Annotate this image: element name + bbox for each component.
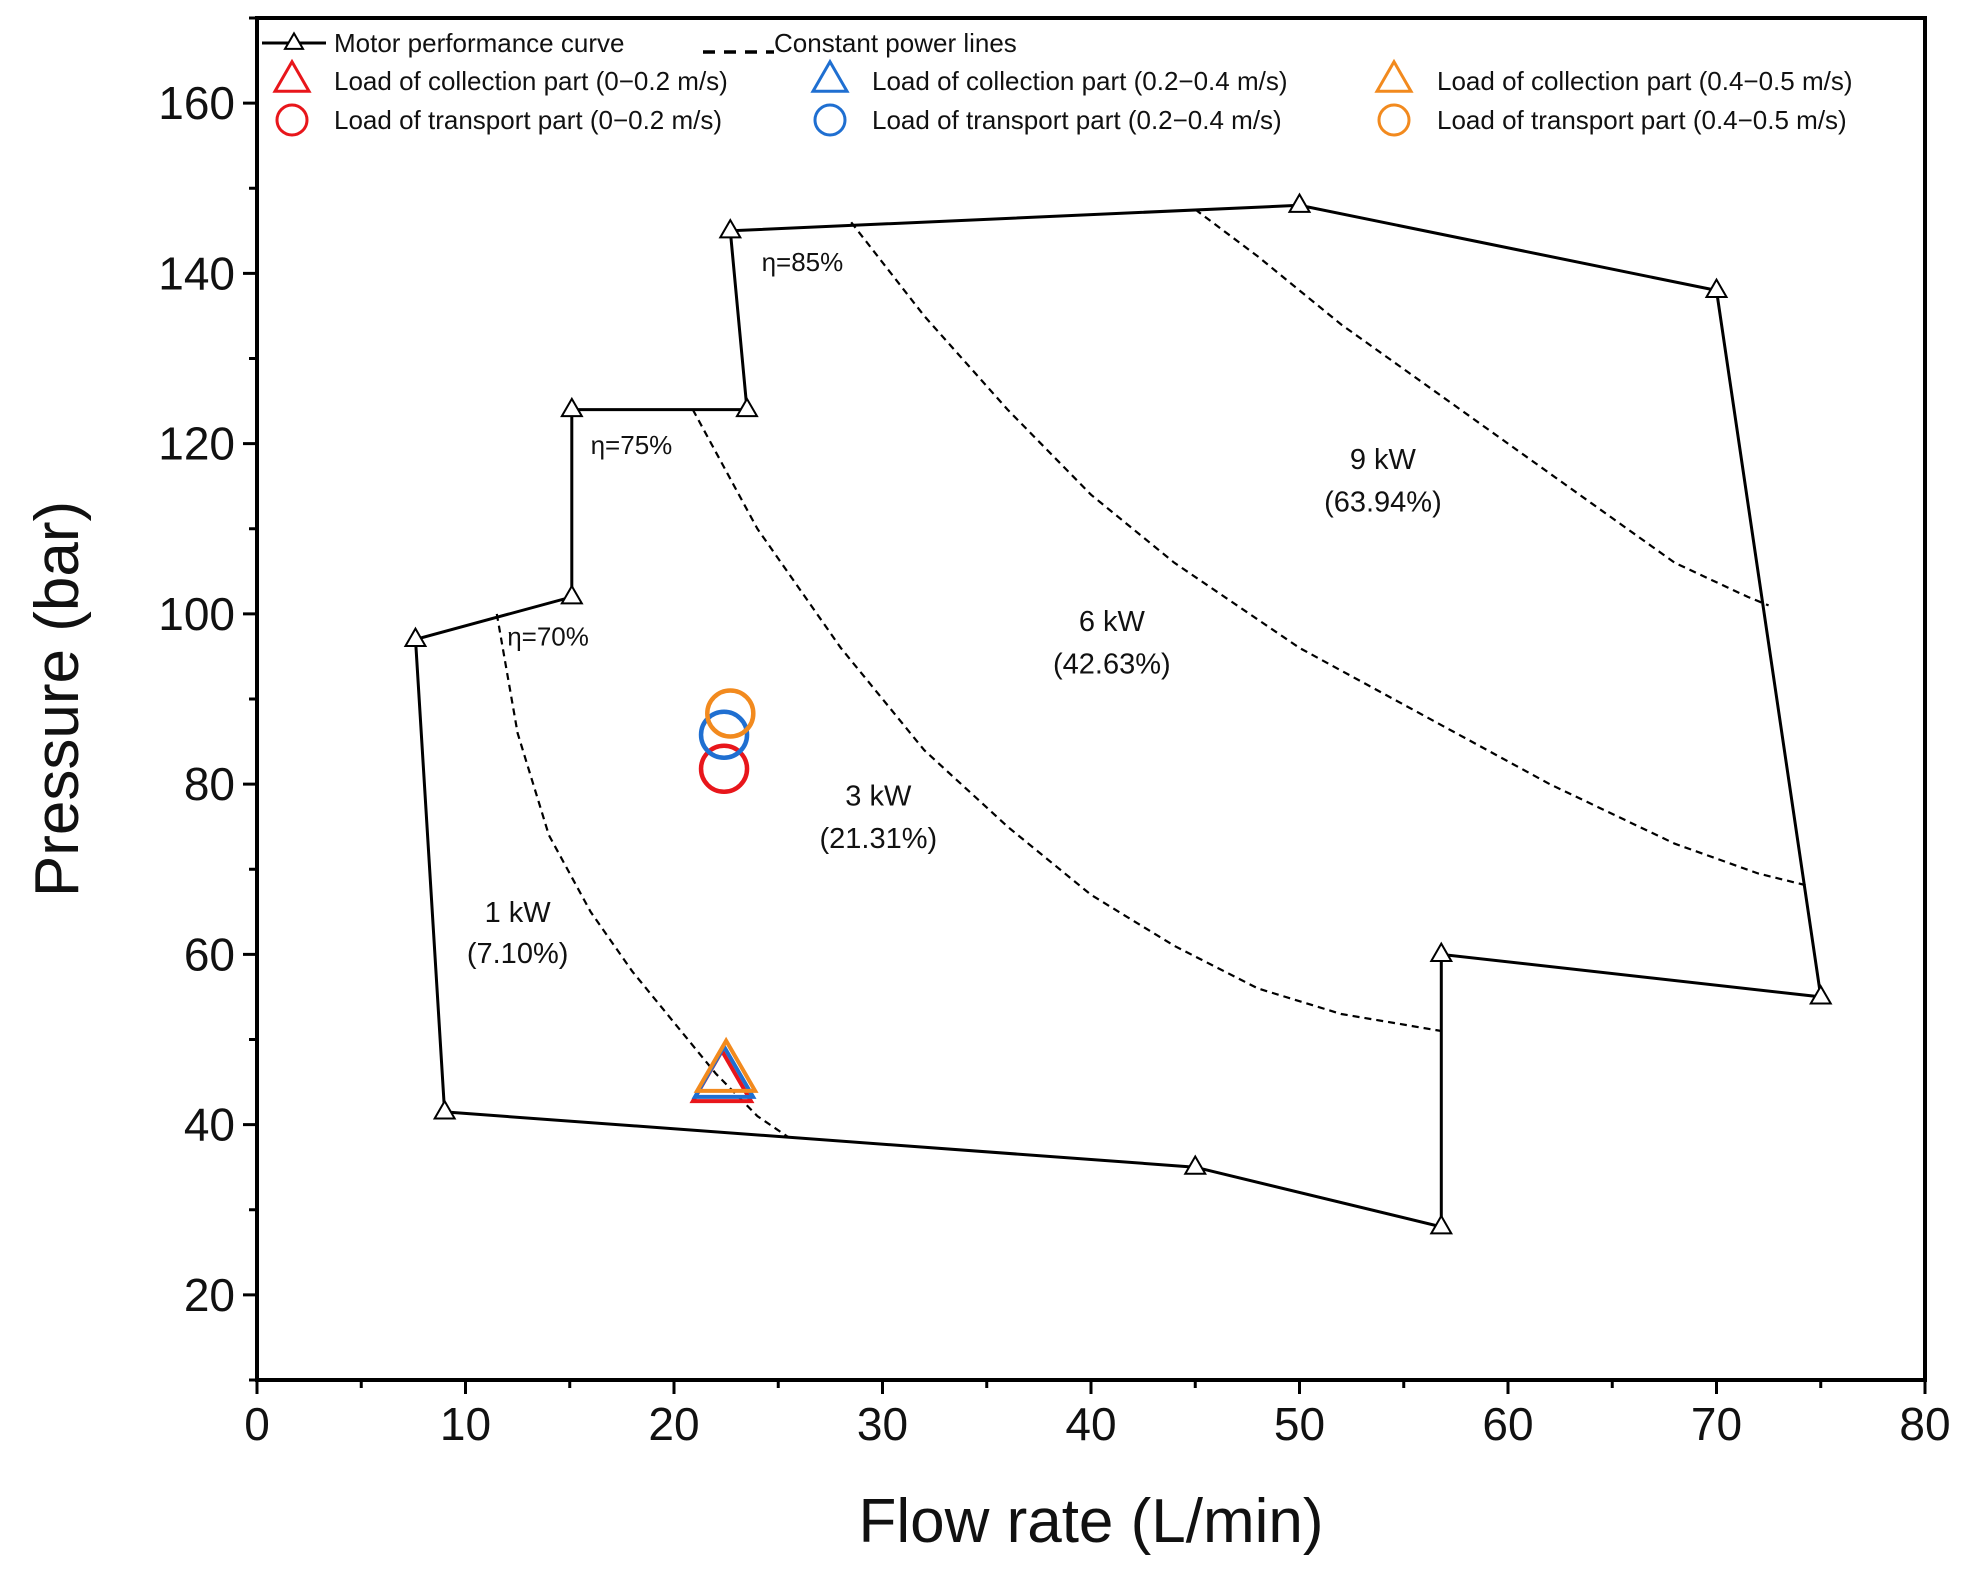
legend-motor-marker <box>283 31 305 50</box>
legend-motor-label: Motor performance curve <box>334 28 624 58</box>
legend-transport-marker-3 <box>1377 103 1411 137</box>
motor-curve-marker <box>1183 1154 1207 1175</box>
x-tick-label: 10 <box>440 1398 491 1450</box>
constant-power-line-2 <box>691 409 1442 1033</box>
legend-transport-label-1: Load of transport part (0−0.2 m/s) <box>334 105 722 135</box>
motor-curve-marker <box>1287 192 1312 213</box>
motor-curve-marker <box>403 626 428 647</box>
motor-curve-marker <box>560 396 584 418</box>
motor-curve-marker <box>1429 941 1454 962</box>
power-percent-label: (42.63%) <box>1053 648 1171 680</box>
motor-curve-marker <box>718 218 743 239</box>
axis-ticks <box>243 16 1927 1394</box>
legend-transport-marker-2 <box>813 103 847 137</box>
legend-collection-label-3: Load of collection part (0.4−0.5 m/s) <box>1437 66 1853 96</box>
motor-performance-curve <box>403 192 1833 1235</box>
x-tick-label: 40 <box>1065 1398 1116 1450</box>
load-point-circle-6 <box>705 688 756 739</box>
power-label: 1 kW <box>485 897 552 929</box>
x-axis-title: Flow rate (L/min) <box>858 1487 1323 1556</box>
x-tick-label: 20 <box>648 1398 699 1450</box>
x-tick-label: 50 <box>1274 1398 1325 1450</box>
power-label: 9 kW <box>1350 444 1417 476</box>
load-point-circle-5 <box>698 709 750 761</box>
x-tick-label: 70 <box>1691 1398 1742 1450</box>
tick-labels: 0 10 20 30 40 50 60 70 80 20 40 60 80 100 120 140 160 <box>158 77 1950 1450</box>
y-tick-label: 120 <box>158 418 235 470</box>
y-tick-label: 140 <box>158 247 235 299</box>
plot-frame <box>255 16 1927 1382</box>
efficiency-label: η=70% <box>507 621 589 651</box>
power-label: 6 kW <box>1079 606 1146 638</box>
x-tick-label: 30 <box>857 1398 908 1450</box>
y-tick-label: 100 <box>158 588 235 640</box>
efficiency-label: η=85% <box>762 247 844 277</box>
constant-power-lines <box>495 208 1811 1139</box>
load-points <box>689 688 759 1104</box>
constant-power-line-4 <box>1194 208 1770 607</box>
legend-transport-label-2: Load of transport part (0.2−0.4 m/s) <box>872 105 1282 135</box>
y-tick-label: 20 <box>184 1269 235 1321</box>
motor-curve-marker <box>735 396 759 418</box>
x-tick-label: 0 <box>244 1398 270 1450</box>
motor-curve-marker <box>1704 277 1729 298</box>
power-percent-label: (7.10%) <box>467 938 569 970</box>
y-axis-title: Pressure (bar) <box>23 501 92 897</box>
power-label: 3 kW <box>845 780 912 812</box>
legend-collection-label-1: Load of collection part (0−0.2 m/s) <box>334 66 728 96</box>
power-percent-label: (21.31%) <box>819 823 937 855</box>
motor-curve-marker <box>1809 984 1833 1005</box>
legend-collection-label-2: Load of collection part (0.2−0.4 m/s) <box>872 66 1288 96</box>
motor-curve-marker <box>432 1099 457 1120</box>
constant-power-line-1 <box>495 613 790 1139</box>
legend-collection-marker-3 <box>1374 58 1414 93</box>
motor-curve-marker <box>560 584 584 605</box>
annotations: 1 kW (7.10%) 3 kW (21.31%) 6 kW (42.63%) 9 kW (… <box>467 247 1442 970</box>
power-percent-label: (63.94%) <box>1324 487 1442 519</box>
legend: Motor performance curve Constant power li… <box>262 28 1853 137</box>
load-point-circle-4 <box>698 743 750 795</box>
y-tick-label: 80 <box>184 758 235 810</box>
y-tick-label: 40 <box>184 1099 235 1151</box>
legend-transport-marker-1 <box>275 103 309 137</box>
legend-collection-marker-1 <box>272 58 312 93</box>
legend-collection-marker-2 <box>810 58 850 93</box>
load-point-triangle-3 <box>693 1036 759 1093</box>
legend-transport-label-3: Load of transport part (0.4−0.5 m/s) <box>1437 105 1847 135</box>
motor-curve-marker <box>1429 1214 1454 1235</box>
efficiency-label: η=75% <box>591 430 673 460</box>
y-tick-label: 60 <box>184 928 235 980</box>
x-tick-label: 80 <box>1899 1398 1950 1450</box>
x-tick-label: 60 <box>1482 1398 1533 1450</box>
y-tick-label: 160 <box>158 77 235 129</box>
legend-power-label: Constant power lines <box>774 28 1017 58</box>
